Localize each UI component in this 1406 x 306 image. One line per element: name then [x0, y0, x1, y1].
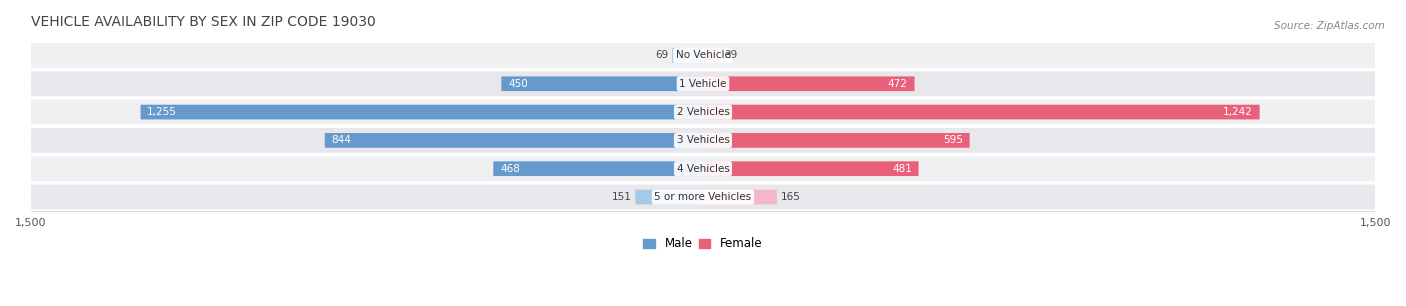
Text: 2 Vehicles: 2 Vehicles	[676, 107, 730, 117]
Text: 468: 468	[501, 164, 520, 174]
Text: 844: 844	[332, 135, 352, 145]
Text: No Vehicle: No Vehicle	[675, 50, 731, 61]
Text: 481: 481	[891, 164, 912, 174]
Text: 5 or more Vehicles: 5 or more Vehicles	[654, 192, 752, 202]
Text: 450: 450	[508, 79, 527, 89]
Text: 39: 39	[724, 50, 737, 61]
Text: 472: 472	[889, 79, 908, 89]
FancyBboxPatch shape	[703, 76, 914, 91]
FancyBboxPatch shape	[31, 100, 1375, 125]
FancyBboxPatch shape	[703, 161, 918, 176]
Text: 69: 69	[655, 50, 668, 61]
Text: 1,242: 1,242	[1223, 107, 1253, 117]
FancyBboxPatch shape	[703, 133, 970, 148]
FancyBboxPatch shape	[703, 48, 720, 63]
Text: 4 Vehicles: 4 Vehicles	[676, 164, 730, 174]
Text: 1 Vehicle: 1 Vehicle	[679, 79, 727, 89]
FancyBboxPatch shape	[325, 133, 703, 148]
Legend: Male, Female: Male, Female	[638, 233, 768, 255]
FancyBboxPatch shape	[636, 190, 703, 204]
Text: 1,255: 1,255	[148, 107, 177, 117]
FancyBboxPatch shape	[672, 48, 703, 63]
FancyBboxPatch shape	[31, 156, 1375, 181]
FancyBboxPatch shape	[31, 128, 1375, 153]
FancyBboxPatch shape	[494, 161, 703, 176]
FancyBboxPatch shape	[703, 190, 778, 204]
FancyBboxPatch shape	[31, 71, 1375, 96]
FancyBboxPatch shape	[141, 105, 703, 119]
FancyBboxPatch shape	[703, 105, 1260, 119]
Text: 151: 151	[612, 192, 631, 202]
Text: Source: ZipAtlas.com: Source: ZipAtlas.com	[1274, 21, 1385, 32]
Text: 595: 595	[943, 135, 963, 145]
FancyBboxPatch shape	[31, 43, 1375, 68]
Text: 165: 165	[780, 192, 800, 202]
FancyBboxPatch shape	[31, 185, 1375, 209]
Text: 3 Vehicles: 3 Vehicles	[676, 135, 730, 145]
Text: VEHICLE AVAILABILITY BY SEX IN ZIP CODE 19030: VEHICLE AVAILABILITY BY SEX IN ZIP CODE …	[31, 15, 375, 29]
FancyBboxPatch shape	[502, 76, 703, 91]
